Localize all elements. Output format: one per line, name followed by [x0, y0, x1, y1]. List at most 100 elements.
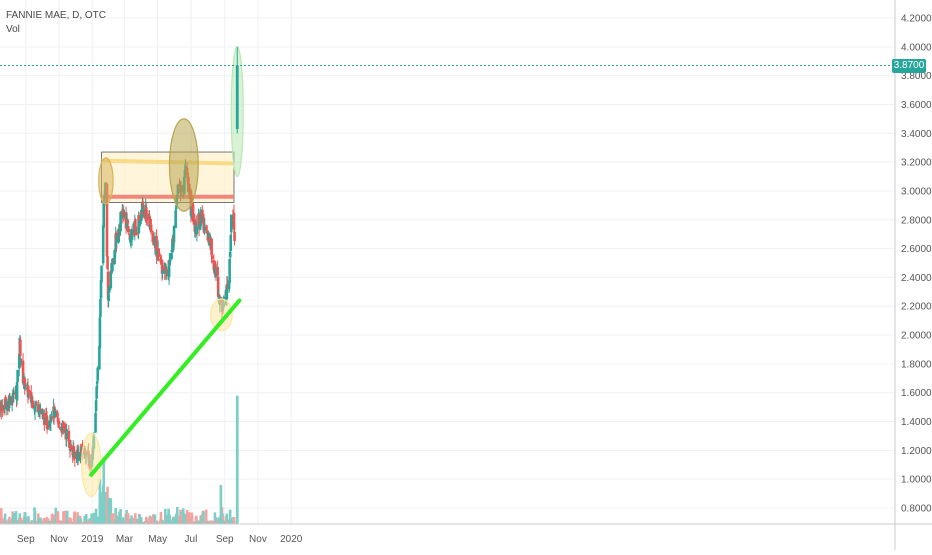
volume-bar — [134, 519, 138, 524]
highlight-circle — [210, 298, 233, 332]
volume-bar — [100, 492, 103, 524]
candle-body — [138, 220, 141, 227]
candle-body — [142, 208, 145, 210]
candle-body — [168, 260, 171, 266]
candle-body — [140, 210, 143, 222]
volume-bar — [94, 508, 98, 524]
candle-body — [160, 259, 164, 274]
y-tick-label: 3.8000 — [901, 71, 932, 82]
volume-bar — [168, 519, 172, 524]
candle-body — [79, 452, 83, 462]
candle-body — [21, 360, 25, 384]
volume-bar — [54, 507, 58, 524]
candle-body — [46, 425, 50, 428]
symbol-label[interactable]: FANNIE MAE, D, OTC — [6, 10, 107, 21]
candle-body — [99, 298, 102, 318]
volume-bar-notable — [102, 457, 106, 524]
candle-body — [146, 218, 149, 220]
y-tick-label: 4.2000 — [901, 14, 932, 25]
candle-body — [174, 210, 177, 228]
candle-body — [228, 258, 231, 283]
y-tick-label: 1.2000 — [901, 446, 932, 457]
candle-body — [2, 411, 6, 413]
candle-body — [201, 209, 204, 219]
candle-body — [204, 226, 208, 230]
candle-body — [144, 207, 148, 220]
candle-body — [226, 284, 229, 287]
volume-bar — [207, 520, 210, 524]
candle-body — [210, 238, 213, 256]
candle-body — [172, 242, 175, 247]
volume-bar — [176, 520, 180, 524]
volume-bar — [0, 508, 3, 524]
volume-bar — [191, 521, 195, 524]
candle-body — [39, 411, 42, 413]
x-tick-label: May — [148, 534, 167, 545]
volume-bar — [195, 521, 199, 524]
candle-body — [167, 265, 171, 277]
candle-body — [3, 398, 7, 407]
volume-bar — [204, 509, 208, 524]
candle-body — [31, 400, 35, 409]
candle-body — [60, 428, 64, 433]
volume-bar — [50, 513, 54, 524]
candle-body — [202, 218, 206, 233]
candle-body — [107, 286, 111, 293]
volume-bar — [199, 515, 203, 524]
y-tick-label: 3.6000 — [901, 100, 932, 111]
candle-body — [46, 428, 49, 430]
volume-bar — [149, 516, 153, 524]
volume-bar — [176, 506, 179, 524]
candle-body — [225, 284, 229, 300]
volume-label[interactable]: Vol — [6, 24, 20, 35]
candle-body — [105, 183, 109, 257]
candle-body — [26, 384, 29, 386]
volume-bar — [190, 512, 194, 524]
candle-body — [165, 271, 168, 273]
candle-body — [208, 236, 212, 246]
candle-body — [94, 400, 98, 412]
candle-body — [4, 404, 8, 409]
candle-body — [229, 214, 233, 233]
y-tick-label: 1.8000 — [901, 359, 932, 370]
chart-legend: FANNIE MAE, D, OTC Vol — [6, 9, 106, 37]
candle-body — [128, 233, 132, 241]
candle-body — [34, 403, 38, 405]
candle-body — [155, 235, 158, 257]
x-tick-label: Sep — [216, 534, 234, 545]
candle-body — [98, 317, 102, 349]
volume-bar — [109, 498, 113, 524]
candle-body — [50, 416, 54, 418]
volume-bar — [42, 518, 46, 524]
candle-body — [174, 207, 178, 210]
volume-bar — [161, 520, 164, 524]
volume-bar — [138, 514, 141, 524]
candle-body — [38, 413, 41, 415]
volume-bar — [202, 511, 205, 524]
candle-body — [27, 389, 31, 393]
candle-body — [130, 228, 134, 240]
y-tick-label: 3.4000 — [901, 129, 932, 140]
candle-body — [197, 213, 201, 229]
candle-body — [15, 382, 19, 401]
volume-bar — [73, 511, 77, 524]
volume-bar — [19, 517, 23, 524]
volume-bar — [165, 514, 168, 524]
candle-body — [98, 345, 101, 370]
volume-bar — [183, 514, 187, 524]
volume-bar — [12, 512, 16, 524]
candle-body — [122, 211, 126, 216]
volume-bar — [79, 518, 83, 524]
y-tick-label: 2.0000 — [901, 331, 932, 342]
volume-bar — [232, 516, 236, 524]
volume-bar — [4, 520, 8, 524]
volume-bar — [187, 512, 191, 524]
candle-body — [75, 451, 78, 457]
volume-bar — [130, 515, 133, 524]
candle-body — [17, 354, 21, 369]
candle-body — [35, 401, 38, 403]
candle-body — [161, 270, 164, 274]
candle-body — [168, 253, 172, 262]
volume-bar — [233, 522, 236, 524]
